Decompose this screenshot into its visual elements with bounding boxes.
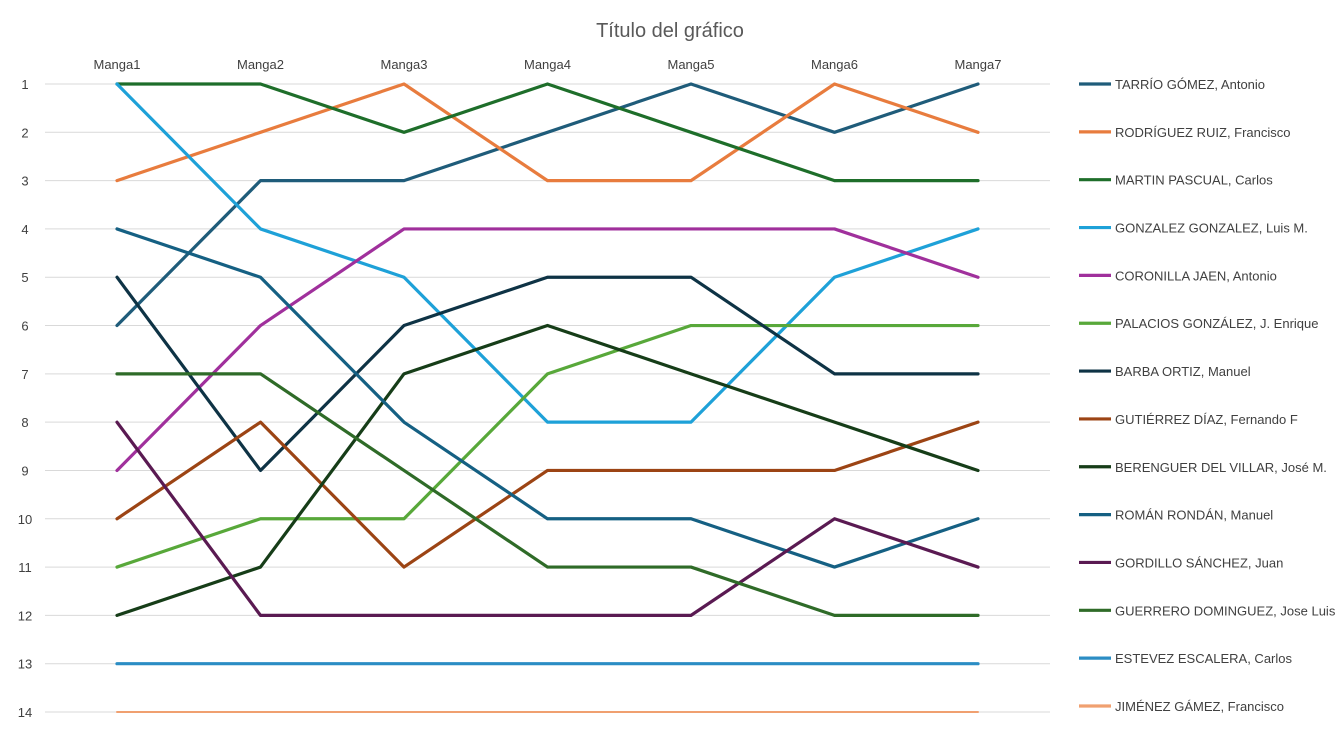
y-tick-label: 7 xyxy=(21,367,28,382)
series-line xyxy=(115,82,980,183)
legend-label: ROMÁN RONDÁN, Manuel xyxy=(1115,508,1273,523)
y-tick-label: 14 xyxy=(18,705,32,720)
y-tick-label: 9 xyxy=(21,463,28,478)
y-tick-label: 1 xyxy=(21,77,28,92)
series-line xyxy=(115,82,980,424)
y-tick-label: 10 xyxy=(18,512,32,527)
legend-label: PALACIOS GONZÁLEZ, J. Enrique xyxy=(1115,316,1319,331)
legend-label: JIMÉNEZ GÁMEZ, Francisco xyxy=(1115,699,1284,714)
legend-label: GUTIÉRREZ DÍAZ, Fernando F xyxy=(1115,412,1298,427)
category-label: Manga5 xyxy=(668,57,715,72)
category-label: Manga2 xyxy=(237,57,284,72)
y-tick-label: 8 xyxy=(21,415,28,430)
series-line xyxy=(115,82,980,183)
series-line xyxy=(115,323,980,617)
series-line xyxy=(115,275,980,473)
category-label: Manga1 xyxy=(94,57,141,72)
y-tick-label: 2 xyxy=(21,125,28,140)
legend-label: GUERRERO DOMINGUEZ, Jose Luis xyxy=(1115,603,1336,618)
series-line xyxy=(115,82,980,328)
legend-label: TARRÍO GÓMEZ, Antonio xyxy=(1115,77,1265,92)
series-line xyxy=(115,227,980,569)
legend-label: GORDILLO SÁNCHEZ, Juan xyxy=(1115,555,1283,570)
y-tick-label: 11 xyxy=(18,560,32,575)
series-line xyxy=(115,323,980,569)
series-line xyxy=(115,420,980,569)
legend-label: MARTIN PASCUAL, Carlos xyxy=(1115,173,1273,188)
y-tick-label: 6 xyxy=(21,319,28,334)
y-tick-label: 5 xyxy=(21,270,28,285)
category-label: Manga6 xyxy=(811,57,858,72)
category-labels: Manga1 Manga2 Manga3 Manga4 Manga5 Manga6 Mang… xyxy=(94,57,1002,72)
legend-label: RODRÍGUEZ RUIZ, Francisco xyxy=(1115,125,1291,140)
category-label: Manga7 xyxy=(955,57,1002,72)
legend-label: BARBA ORTIZ, Manuel xyxy=(1115,364,1251,379)
legend-label: ESTEVEZ ESCALERA, Carlos xyxy=(1115,651,1292,666)
legend-label: BERENGUER DEL VILLAR, José M. xyxy=(1115,460,1327,475)
y-tick-label: 3 xyxy=(21,174,28,189)
legend-label: CORONILLA JAEN, Antonio xyxy=(1115,268,1277,283)
y-tick-label: 4 xyxy=(21,222,28,237)
legend: TARRÍO GÓMEZ, Antonio RODRÍGUEZ RUIZ, Fra… xyxy=(1079,77,1336,714)
series-lines xyxy=(115,82,980,713)
gridlines xyxy=(45,83,1050,713)
chart-title: Título del gráfico xyxy=(596,20,744,42)
legend-label: GONZALEZ GONZALEZ, Luis M. xyxy=(1115,221,1308,236)
series-line xyxy=(115,420,980,617)
y-tick-label: 12 xyxy=(18,608,32,623)
series-line xyxy=(115,227,980,473)
category-label: Manga3 xyxy=(381,57,428,72)
category-label: Manga4 xyxy=(524,57,571,72)
y-tick-label: 13 xyxy=(18,657,32,672)
series-line xyxy=(115,372,980,617)
